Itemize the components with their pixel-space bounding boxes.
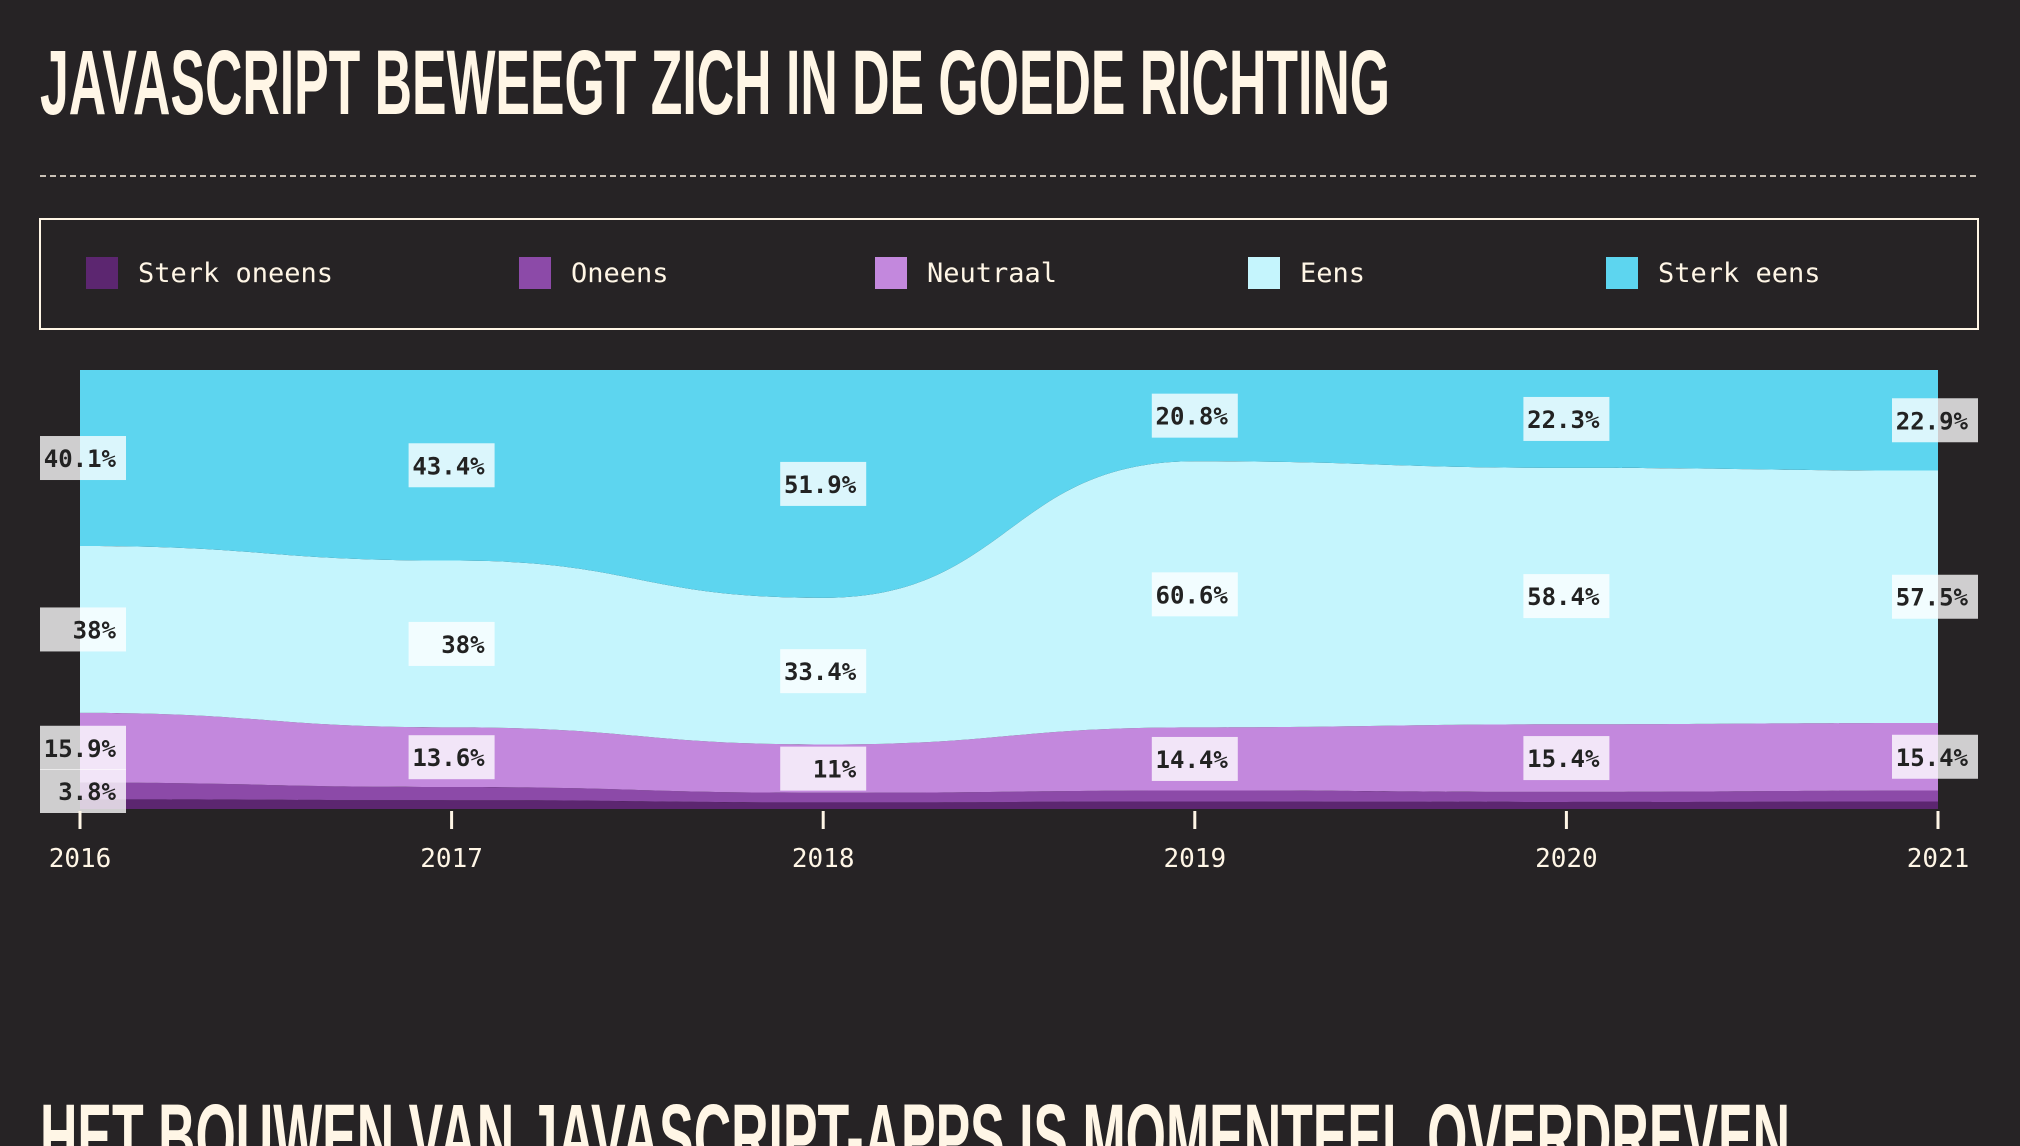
label-box <box>40 607 126 652</box>
area <box>80 799 1938 809</box>
legend-label: Neutraal <box>927 258 1057 289</box>
value-label: 15.4% <box>1527 745 1600 773</box>
legend-label: Sterk eens <box>1658 258 1821 289</box>
legend-box <box>39 218 1979 330</box>
label-box <box>1523 574 1610 619</box>
label-box <box>40 436 126 481</box>
label-box <box>408 621 495 666</box>
area <box>80 712 1938 793</box>
area <box>80 782 1938 803</box>
label-box <box>1892 574 1978 619</box>
label-box <box>1892 734 1978 779</box>
next-section-title: HET BOUWEN VAN JAVASCRIPT-APPS IS MOMENT… <box>40 1086 1790 1146</box>
value-label: 51.9% <box>784 471 857 499</box>
x-tick-label: 2019 <box>1163 844 1226 874</box>
x-tick-label: 2021 <box>1907 844 1970 874</box>
value-label: 22.9% <box>1896 407 1969 435</box>
label-box <box>780 461 867 506</box>
value-label: 40.1% <box>44 445 117 473</box>
legend-swatch <box>875 257 907 289</box>
label-box <box>40 725 126 770</box>
value-label: 38% <box>73 616 117 644</box>
x-tick-label: 2020 <box>1535 844 1598 874</box>
legend-label: Sterk oneens <box>138 258 333 289</box>
value-label: 3.8% <box>58 778 116 806</box>
value-label: 58.4% <box>1527 583 1600 611</box>
legend-swatch <box>1248 257 1280 289</box>
legend: Sterk oneens Oneens Neutraal Eens Sterk eens <box>86 257 1821 289</box>
legend-swatch <box>86 257 118 289</box>
legend-label: Oneens <box>571 258 669 289</box>
section-title: JAVASCRIPT BEWEEGT ZICH IN DE GOEDE RICH… <box>40 32 1390 134</box>
label-box <box>1151 393 1238 438</box>
label-box <box>1892 398 1978 443</box>
x-tick-label: 2016 <box>49 844 112 874</box>
legend-label: Eens <box>1300 258 1365 289</box>
area <box>80 370 1938 598</box>
label-box <box>40 769 126 814</box>
label-box <box>1523 396 1610 441</box>
value-label: 20.8% <box>1156 403 1229 431</box>
legend-swatch <box>1606 257 1638 289</box>
label-box <box>1151 736 1238 781</box>
area <box>80 461 1938 745</box>
label-box <box>1151 572 1238 617</box>
label-box <box>780 649 867 694</box>
value-label: 60.6% <box>1156 581 1229 609</box>
value-label: 13.6% <box>412 744 485 772</box>
value-label: 15.9% <box>44 735 117 763</box>
value-label: 14.4% <box>1156 746 1229 774</box>
label-box <box>408 735 495 780</box>
value-label: 22.3% <box>1527 406 1600 434</box>
label-box <box>1523 736 1610 781</box>
plot: 3.8% 15.9% 13.6% 11% 14.4% 15.4% 15.4% 38% 38% 33… <box>40 370 1978 874</box>
value-label: 15.4% <box>1896 744 1969 772</box>
value-label: 33.4% <box>784 658 857 686</box>
value-label: 11% <box>813 756 857 784</box>
value-label: 38% <box>441 631 485 659</box>
label-box <box>408 443 495 488</box>
label-box <box>780 746 867 791</box>
x-tick-label: 2017 <box>420 844 483 874</box>
value-label: 57.5% <box>1896 584 1969 612</box>
x-tick-label: 2018 <box>792 844 855 874</box>
value-label: 43.4% <box>412 452 485 480</box>
legend-swatch <box>519 257 551 289</box>
